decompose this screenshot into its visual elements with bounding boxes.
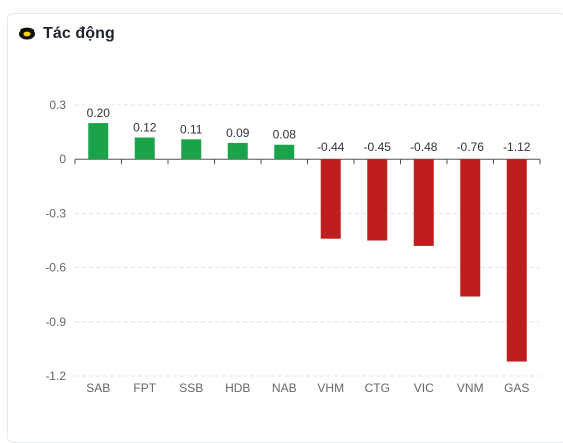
swirl-logo-icon	[19, 27, 35, 40]
y-tick-label: -1.2	[45, 369, 66, 383]
x-tick-label: FPT	[133, 381, 156, 395]
data-label: 0.11	[180, 122, 203, 136]
y-tick-label: -0.9	[45, 315, 66, 329]
bar-vhm	[320, 159, 341, 239]
y-tick-label: 0.3	[49, 98, 66, 112]
y-tick-label: -0.3	[45, 206, 66, 220]
x-tick-label: VNM	[457, 381, 484, 395]
data-label: -0.48	[410, 140, 438, 154]
bar-vic	[413, 159, 434, 246]
bar-ctg	[367, 159, 388, 241]
y-tick-label: -0.6	[45, 261, 66, 275]
bar-nab	[274, 144, 295, 160]
bar-hdb	[227, 142, 248, 160]
data-label: 0.20	[87, 106, 111, 120]
card-title: Tác động	[43, 25, 115, 42]
data-label: -1.12	[503, 140, 531, 154]
x-tick-label: VIC	[414, 381, 434, 395]
y-tick-label: 0	[59, 152, 66, 166]
data-label: 0.12	[133, 121, 157, 135]
bar-gas	[506, 159, 527, 362]
x-tick-label: SSB	[179, 381, 203, 395]
x-tick-label: HDB	[225, 381, 250, 395]
x-tick-label: NAB	[272, 381, 297, 395]
bar-sab	[88, 123, 109, 160]
bar-fpt	[134, 137, 155, 160]
data-label: -0.45	[364, 140, 392, 154]
x-tick-label: CTG	[365, 381, 390, 395]
bar-vnm	[460, 159, 481, 297]
x-tick-label: GAS	[504, 381, 529, 395]
card-header: Tác động	[18, 25, 115, 43]
x-tick-label: SAB	[86, 381, 110, 395]
data-label: -0.76	[457, 140, 485, 154]
data-label: 0.08	[273, 128, 297, 142]
bar-ssb	[181, 139, 202, 160]
data-label: 0.09	[226, 126, 250, 140]
data-label: -0.44	[317, 140, 345, 154]
x-tick-label: VHM	[317, 381, 344, 395]
